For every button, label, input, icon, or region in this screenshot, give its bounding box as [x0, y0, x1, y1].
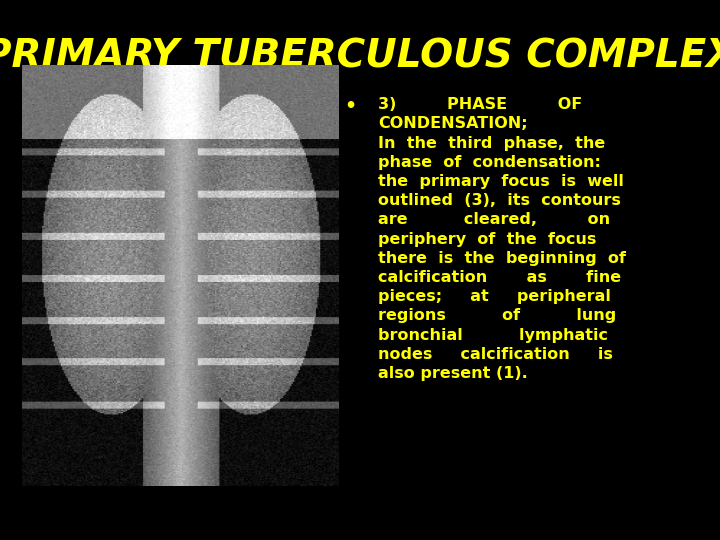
Text: 3)         PHASE         OF
CONDENSATION;
In  the  third  phase,  the
phase  of : 3) PHASE OF CONDENSATION; In the third p…: [378, 97, 626, 381]
Text: PRIMARY TUBERCULOUS COMPLEX: PRIMARY TUBERCULOUS COMPLEX: [0, 38, 720, 76]
Text: •: •: [344, 97, 356, 116]
